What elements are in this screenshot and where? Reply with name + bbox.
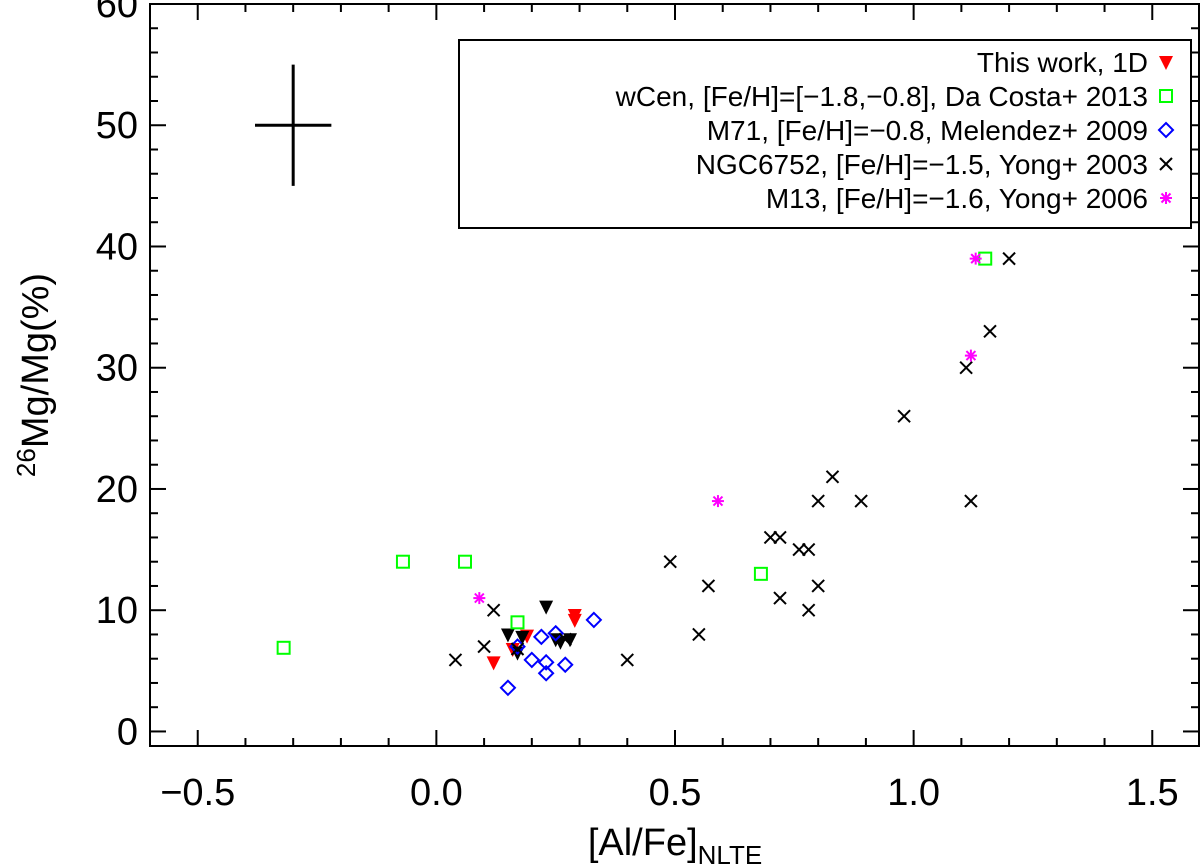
data-point-diamond-open — [556, 656, 574, 674]
data-point-x — [701, 579, 716, 593]
y-tick-label: 10 — [96, 590, 138, 632]
data-point-x — [773, 591, 787, 605]
data-point-x — [897, 409, 911, 423]
data-point-x — [811, 494, 825, 508]
data-point-diamond-open — [532, 628, 550, 646]
data-point-x — [486, 603, 501, 617]
data-point-square-open — [510, 615, 525, 630]
data-point-diamond-open — [537, 664, 555, 682]
data-point-x — [620, 653, 634, 667]
x-tick-label: 0.5 — [649, 772, 702, 814]
data-point-diamond-open — [523, 651, 541, 669]
y-tick-label: 40 — [96, 226, 138, 268]
data-point-x — [558, 632, 572, 647]
data-point-triangle-down-filled — [500, 628, 515, 643]
legend-entry-label: NGC6752, [Fe/H]=−1.5, Yong+ 2003 — [696, 149, 1148, 180]
data-point-square-open — [753, 566, 768, 581]
data-point-x — [959, 361, 973, 375]
legend-box — [458, 39, 1192, 229]
x-axis-label: [Al/Fe]NLTE — [588, 822, 762, 867]
data-point-diamond-open — [537, 653, 555, 671]
data-point-x — [801, 542, 816, 557]
data-points — [276, 251, 1016, 697]
data-point-asterisk — [969, 252, 982, 265]
data-point-x — [663, 555, 677, 569]
data-point-x — [477, 639, 491, 654]
x-tick-label: −0.5 — [160, 772, 235, 814]
data-point-triangle-down-filled — [539, 600, 554, 615]
data-point-asterisk — [473, 592, 486, 605]
data-point-x — [854, 494, 868, 508]
legend-entry-label: M71, [Fe/H]=−0.8, Melendez+ 2009 — [707, 115, 1148, 146]
data-point-triangle-down-filled — [515, 630, 530, 645]
x-axis-label-subscript: NLTE — [698, 840, 763, 867]
data-point-square-open — [458, 554, 472, 569]
data-point-x — [825, 470, 840, 484]
data-point-x — [763, 530, 778, 545]
data-point-x — [773, 530, 787, 545]
data-point-x — [448, 653, 463, 667]
legend-marker-x — [1159, 157, 1173, 171]
x-axis-label-main: [Al/Fe] — [588, 822, 698, 864]
data-point-diamond-open — [499, 679, 517, 697]
y-axis-label: 26Mg/Mg(%) — [11, 273, 57, 477]
legend-marker-triangle-down-filled — [1159, 56, 1173, 70]
data-point-triangle-down-filled — [486, 656, 501, 671]
data-point-x — [983, 324, 997, 339]
legend-marker-square-open — [1159, 89, 1173, 103]
x-tick-label: 1.0 — [887, 772, 940, 814]
y-axis-label-superscript: 26 — [11, 448, 41, 477]
y-tick-label: 60 — [96, 0, 138, 26]
data-point-diamond-open — [585, 611, 603, 629]
legend-entry-label: M13, [Fe/H]=−1.6, Yong+ 2006 — [766, 183, 1148, 214]
y-tick-label: 20 — [96, 469, 138, 511]
legend-marker-asterisk — [1160, 192, 1172, 204]
data-point-x — [692, 627, 706, 642]
axis-ticks — [149, 3, 1200, 746]
legend-entry-label: wCen, [Fe/H]=[−1.8,−0.8], Da Costa+ 2013 — [615, 81, 1148, 112]
x-tick-label: 0.0 — [410, 772, 463, 814]
data-point-x — [1002, 251, 1016, 266]
data-point-square-open — [395, 554, 410, 569]
x-tick-label: 1.5 — [1126, 772, 1179, 814]
data-point-diamond-open — [547, 624, 565, 642]
y-tick-label: 50 — [96, 105, 138, 147]
data-point-asterisk — [964, 349, 977, 362]
legend-marker-diamond-open — [1157, 121, 1175, 139]
error-bar — [255, 64, 332, 186]
tick-labels: −0.5 0.0 0.5 1.0 1.5 0 10 20 30 40 50 60 — [96, 0, 1179, 814]
data-point-x — [811, 579, 825, 593]
data-point-square-open — [276, 640, 291, 655]
legend-entry-label: This work, 1D — [977, 47, 1148, 78]
data-point-x — [510, 642, 525, 656]
y-axis-label-main: Mg/Mg(%) — [15, 273, 57, 448]
data-point-x — [801, 603, 816, 617]
y-tick-label: 30 — [96, 348, 138, 390]
y-tick-label: 0 — [117, 711, 138, 753]
data-point-triangle-down-filled — [567, 609, 582, 624]
data-point-asterisk — [711, 495, 724, 508]
data-point-x — [964, 494, 978, 508]
data-point-x — [792, 542, 806, 557]
